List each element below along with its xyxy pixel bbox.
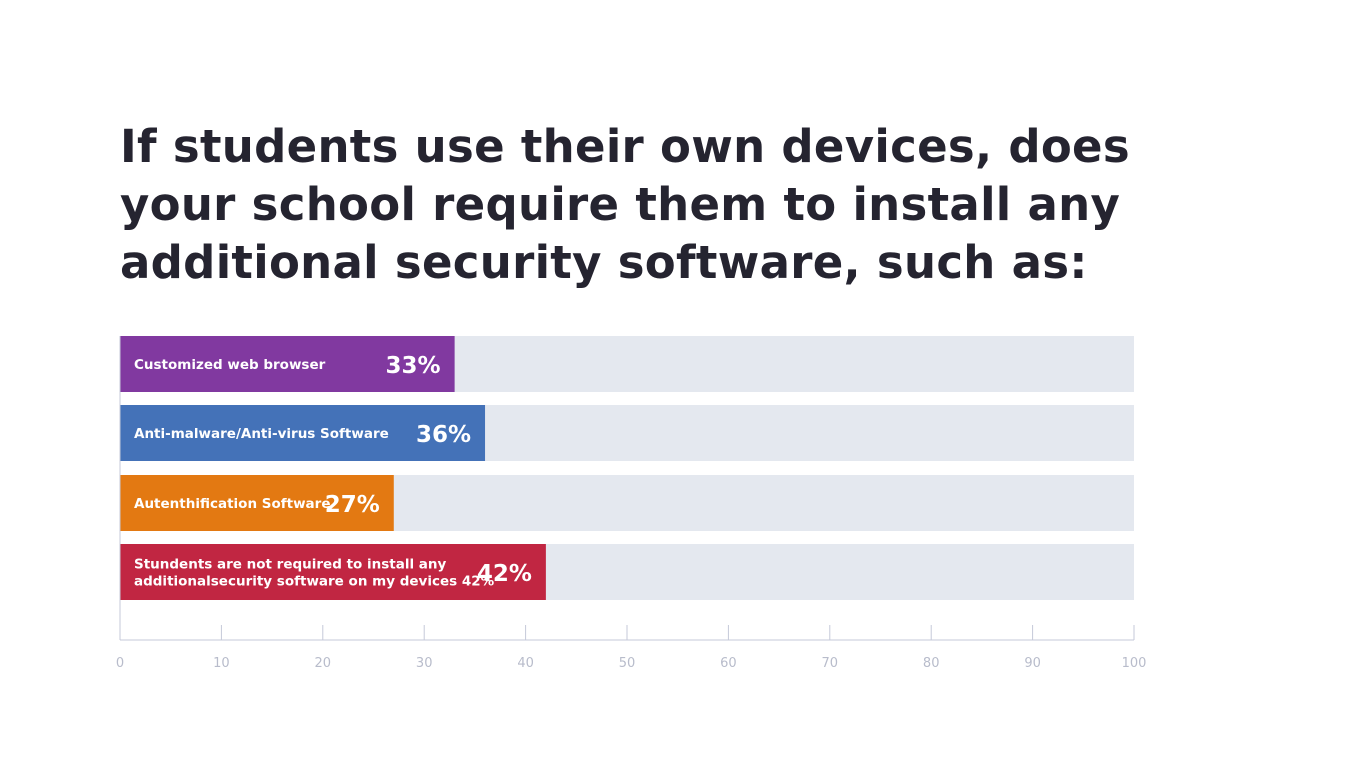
chart-title: If students use their own devices, does … [120, 120, 1130, 289]
value-label: 36% [416, 422, 471, 448]
x-tick-label: 50 [619, 656, 636, 671]
bar [120, 475, 394, 531]
x-tick-label: 70 [822, 656, 839, 671]
x-tick-label: 80 [923, 656, 940, 671]
bar [120, 405, 486, 461]
x-tick-label: 30 [416, 656, 433, 671]
x-tick-label: 100 [1122, 656, 1147, 671]
category-label: Autenthification Software [134, 496, 330, 512]
category-label: Stundents are not required to install an… [134, 557, 447, 573]
category-label: Anti-malware/Anti-virus Software [134, 426, 389, 442]
x-tick-label: 90 [1024, 656, 1041, 671]
category-label: Customized web browser [134, 357, 326, 373]
value-label: 33% [386, 353, 441, 379]
x-tick-label: 60 [720, 656, 737, 671]
bar [120, 544, 546, 600]
x-tick-label: 10 [213, 656, 230, 671]
value-label: 42% [477, 561, 532, 587]
x-tick-label: 0 [116, 656, 124, 671]
x-tick-label: 40 [517, 656, 534, 671]
category-label: additionalsecurity software on my device… [134, 574, 495, 590]
x-tick-label: 20 [315, 656, 332, 671]
bar [120, 336, 455, 392]
value-label: 27% [325, 492, 380, 518]
